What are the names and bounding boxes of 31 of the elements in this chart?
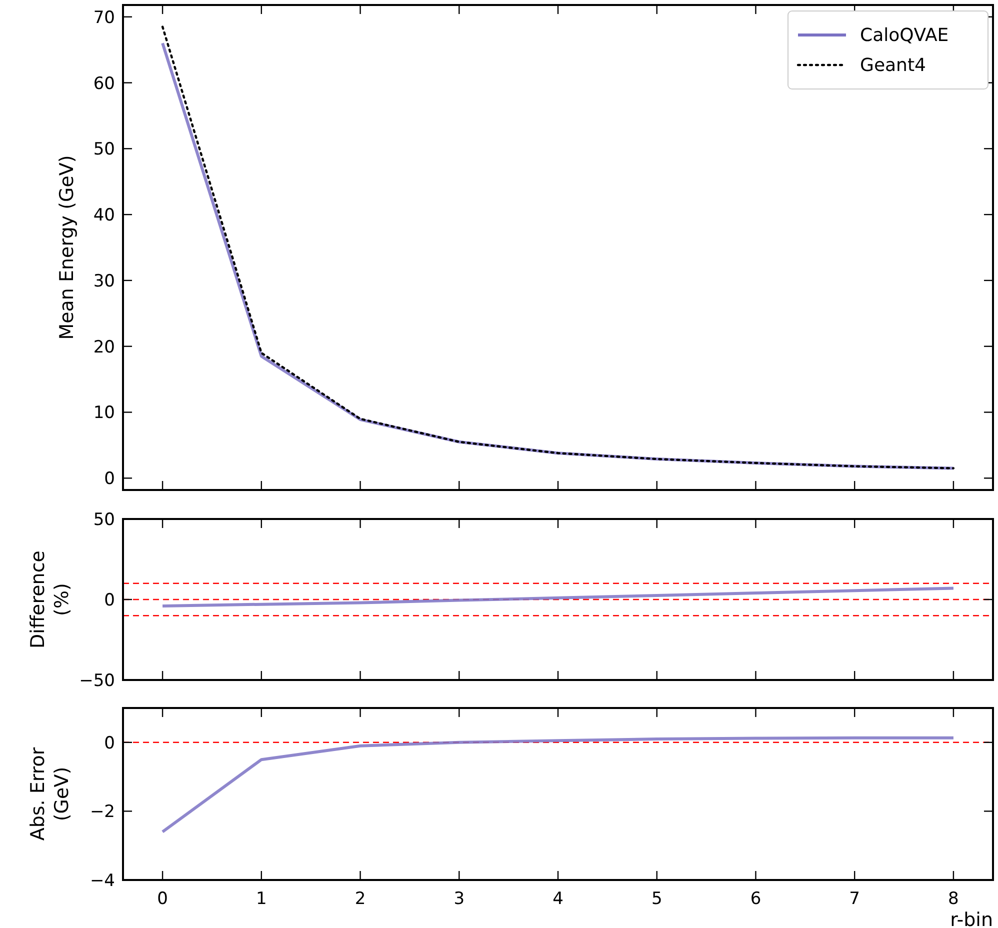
y-tick-label: 50 [93, 510, 115, 530]
y-tick-label: 40 [93, 206, 115, 226]
x-tick-label: 2 [354, 889, 366, 909]
y-tick-label: −4 [90, 871, 115, 891]
y-tick-label: 0 [104, 733, 115, 754]
x-tick-label: 0 [157, 889, 168, 909]
x-tick-label: 5 [651, 889, 662, 909]
line-series [161, 736, 955, 834]
legend-label: Geant4 [860, 55, 926, 76]
legend-label: CaloQVAE [860, 25, 949, 46]
y-tick-label: 20 [93, 337, 115, 358]
x-tick-label: 8 [948, 889, 959, 909]
y-tick-label: 60 [93, 74, 115, 94]
y-axis-title: Abs. Error (GeV) [27, 747, 73, 841]
y-axis-title: Mean Energy (GeV) [56, 155, 78, 340]
line-series [161, 586, 955, 608]
y-tick-label: 10 [93, 403, 115, 424]
y-tick-label: 30 [93, 271, 115, 292]
y-tick-label: −2 [90, 802, 115, 822]
y-tick-label: −50 [79, 671, 115, 691]
x-tick-label: 4 [552, 889, 564, 909]
y-tick-label: 0 [104, 469, 115, 490]
x-tick-label: 7 [849, 889, 860, 909]
x-tick-label: 1 [256, 889, 267, 909]
y-axis-title: Difference (%) [27, 550, 73, 648]
y-tick-label: 70 [93, 8, 115, 28]
x-tick-label: 3 [454, 889, 465, 909]
x-tick-label: 6 [750, 889, 762, 909]
y-tick-label: 50 [93, 140, 115, 160]
y-tick-label: 0 [104, 590, 115, 610]
x-axis-title: r-bin [950, 909, 993, 928]
